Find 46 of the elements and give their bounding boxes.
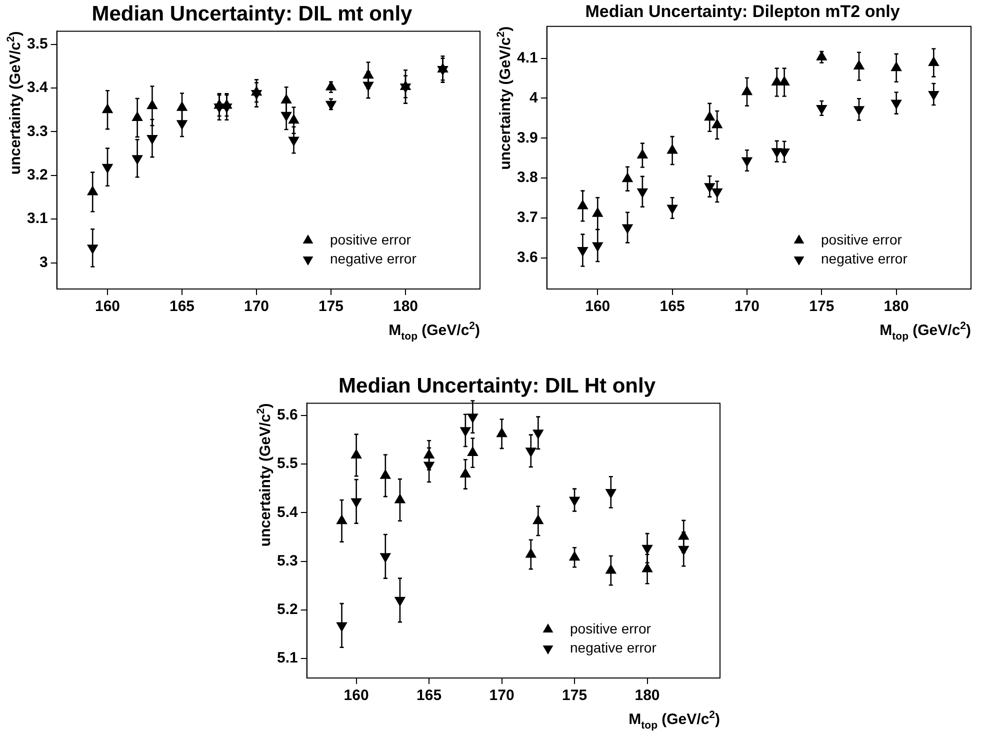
x-tick-label: 165 <box>169 298 195 316</box>
x-tick-label: 175 <box>318 298 344 316</box>
y-tick-label: 5.1 <box>276 650 298 667</box>
y-tick-label: 3.1 <box>26 210 48 228</box>
chart-title: Median Uncertainty: Dilepton mT2 only <box>585 2 900 21</box>
y-tick-label: 3.3 <box>26 122 48 140</box>
x-tick-label: 170 <box>244 298 270 316</box>
y-tick-label: 3.4 <box>26 79 48 96</box>
y-tick-label: 5.2 <box>276 601 298 618</box>
x-tick-label: 175 <box>809 298 834 316</box>
x-tick-label: 175 <box>562 687 588 704</box>
chart-title: Median Uncertainty: DIL Ht only <box>338 374 656 398</box>
y-tick-label: 3.7 <box>516 209 538 226</box>
y-tick-label: 3.5 <box>26 35 48 52</box>
x-tick-label: 160 <box>344 687 369 704</box>
y-tick-label: 3.8 <box>516 169 538 186</box>
y-tick-label: 3 <box>40 254 48 271</box>
legend-label: positive error <box>570 620 652 636</box>
legend-label: positive error <box>330 231 412 248</box>
y-tick-label: 5.4 <box>276 504 298 521</box>
x-tick-label: 160 <box>585 298 610 316</box>
x-tick-label: 180 <box>634 687 660 704</box>
y-tick-label: 5.6 <box>276 406 298 424</box>
x-tick-label: 165 <box>660 298 685 316</box>
y-tick-label: 5.3 <box>276 552 298 570</box>
legend-label: negative error <box>570 639 657 656</box>
x-tick-label: 160 <box>94 298 120 316</box>
x-tick-label: 180 <box>884 298 909 316</box>
x-tick-label: 170 <box>734 298 760 316</box>
y-tick-label: 3.6 <box>516 249 538 266</box>
y-axis-title: uncertainty (GeV/c2) <box>255 403 274 547</box>
y-tick-label: 5.5 <box>276 455 298 472</box>
y-tick-label: 4.1 <box>516 49 538 66</box>
y-tick-label: 4 <box>530 89 539 106</box>
y-axis-title: uncertainty (GeV/c2) <box>5 31 24 175</box>
y-axis-title: uncertainty (GeV/c2) <box>495 26 514 170</box>
y-tick-label: 3.9 <box>516 129 538 146</box>
y-tick-label: 3.2 <box>26 166 48 184</box>
legend-label: positive error <box>821 231 902 248</box>
legend-label: negative error <box>330 250 417 266</box>
point <box>742 157 752 166</box>
x-tick-label: 165 <box>416 687 442 704</box>
x-tick-label: 170 <box>489 687 514 704</box>
legend-label: negative error <box>821 250 908 266</box>
x-tick-label: 180 <box>392 298 418 316</box>
chart-title: Median Uncertainty: DIL mt only <box>92 2 413 26</box>
